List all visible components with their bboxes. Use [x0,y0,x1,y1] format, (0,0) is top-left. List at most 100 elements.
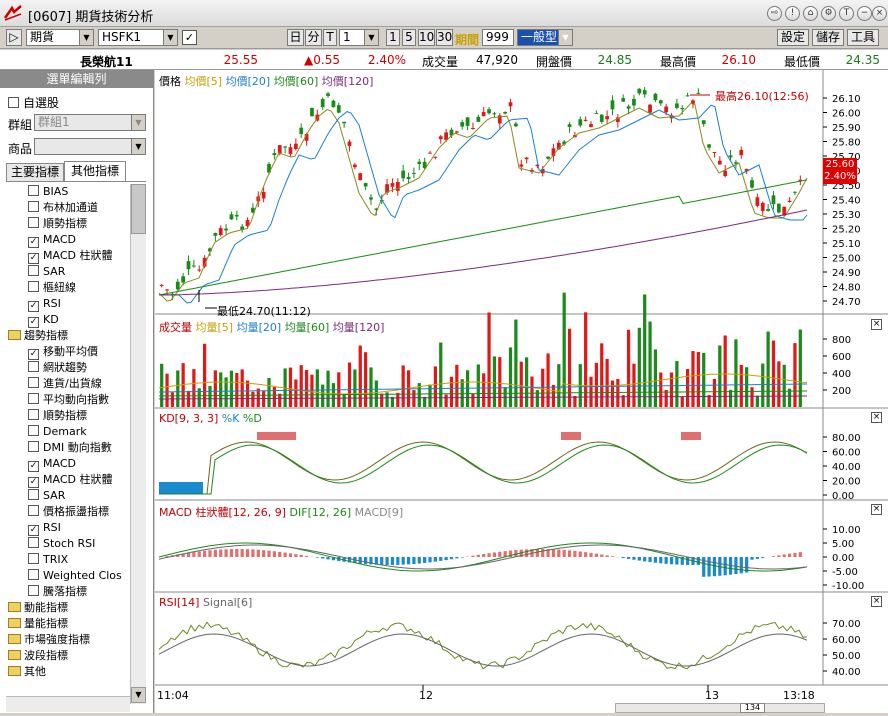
macd-bar [563,550,566,557]
indicator-item[interactable]: Stoch RSI [28,536,95,552]
period-input[interactable]: 999 [482,29,514,46]
close-volume-panel-icon[interactable]: × [871,319,882,330]
volume-bar [241,369,244,407]
macd-bar [568,550,571,557]
period-tick-button[interactable]: T [323,29,337,46]
interval-1-button[interactable]: 1 [386,29,400,46]
checkbox-icon [28,441,39,452]
technical-chart-svg[interactable]: 26.1026.0025.9025.8025.7025.6025.5025.40… [155,70,888,713]
period-minute-button[interactable]: 分 [305,29,322,46]
macd-bar [788,554,791,557]
save-button[interactable]: 儲存 [812,29,844,46]
indicator-item[interactable]: ✓MACD 柱狀體 [28,248,112,264]
candle-body [460,122,464,126]
tree-hscrollbar[interactable] [6,696,130,712]
settings-button[interactable]: 設定 [777,29,809,46]
settings-icon[interactable]: ⚙ [821,6,836,21]
tree-scrollbar[interactable]: ▼ [130,184,146,704]
close-macd-panel-icon[interactable]: × [871,504,882,515]
rsi-tick-label: 50.00 [832,651,861,662]
group-select[interactable]: 群組1▼ [34,114,146,131]
indicator-item[interactable]: 騰落指標 [28,584,87,600]
indicator-item[interactable]: SAR [28,488,65,504]
tree-folder[interactable]: 其他 [8,664,46,680]
minimize-icon[interactable]: − [857,6,872,21]
macd-bar [670,557,673,564]
indicator-item[interactable]: 順勢指標 [28,408,87,424]
macd-bar [654,557,657,563]
price-tick-label: 24.90 [832,268,861,279]
close-icon[interactable]: × [872,6,887,21]
indicator-item[interactable]: DMI 動向指數 [28,440,112,456]
indicator-item[interactable]: 價格振盪指標 [28,504,109,520]
indicator-item[interactable]: 順勢指標 [28,216,87,232]
tree-folder[interactable]: 動能指標 [8,600,68,616]
volume-bar [219,372,222,407]
candle-body [793,192,797,193]
tab-other-indicators[interactable]: 其他指標 [64,161,126,181]
indicator-item[interactable]: 樞紐線 [28,280,76,296]
candle-body [707,144,711,147]
question-icon[interactable]: T [839,6,854,21]
indicator-item[interactable]: 平均動向指數 [28,392,109,408]
indicator-item[interactable]: TRIX [28,552,68,568]
help-icon[interactable]: ! [785,6,800,21]
group-label: 群組 [8,116,32,133]
indicator-item[interactable]: ✓RSI [28,296,61,312]
zoom-value[interactable]: 134 [740,703,765,713]
candle-body [471,128,475,129]
price-tick-label: 25.30 [832,210,861,221]
indicator-item[interactable]: ✓RSI [28,520,61,536]
indicator-item[interactable]: 網狀趨勢 [28,360,87,376]
volume-bar [343,394,346,407]
indicator-item[interactable]: 進貨/出貨線 [28,376,102,392]
interval-5-button[interactable]: 5 [402,29,416,46]
print-icon[interactable]: ⌂ [803,6,818,21]
tree-folder[interactable]: 波段指標 [8,648,68,664]
macd-bar [675,557,678,565]
volume-bar [477,364,480,407]
interval-30-button[interactable]: 30 [436,29,453,46]
indicator-item[interactable]: SAR [28,264,65,280]
symbol-select[interactable]: HSFK1▼ [98,29,178,46]
checkbox-icon: ✓ [28,253,39,264]
product-select[interactable]: ▼ [34,138,146,155]
watchlist-toggle[interactable]: 自選股 [8,94,59,111]
indicator-item[interactable]: ✓KD [28,312,59,328]
volume-bar [455,365,458,407]
play-button[interactable]: ▷ [6,29,22,46]
price-tick-label: 25.00 [832,254,861,265]
macd-bar [192,552,195,557]
interval-10-button[interactable]: 10 [418,29,435,46]
chart-scrollbar[interactable] [615,703,825,713]
product-label: 商品 [8,140,32,157]
indicator-item[interactable]: ✓MACD [28,456,76,472]
volume-bar [348,363,351,407]
indicator-item[interactable]: BIAS [28,184,68,200]
tree-folder-trend[interactable]: 趨勢指標 [8,328,68,344]
indicator-item[interactable]: ✓MACD 柱狀體 [28,472,112,488]
close-kd-panel-icon[interactable]: × [871,412,882,423]
indicator-item[interactable]: Weighted Clos [28,568,122,584]
macd-bar [251,549,254,557]
tree-folder[interactable]: 量能指標 [8,616,68,632]
candle-body [235,215,239,217]
scroll-down-icon[interactable]: ▼ [131,687,146,703]
close-rsi-panel-icon[interactable]: × [871,596,882,607]
indicator-item[interactable]: ✓MACD [28,232,76,248]
indicator-item[interactable]: Demark [28,424,87,440]
count-select[interactable]: 1▼ [339,29,379,46]
macd-bar [198,551,201,557]
indicator-item[interactable]: ✓移動平均價 [28,344,98,360]
mode-select[interactable]: 一般型▼ [517,29,573,46]
tree-folder[interactable]: 市場強度指標 [8,632,90,648]
period-day-button[interactable]: 日 [287,29,304,46]
link-icon[interactable]: ⇨ [767,6,782,21]
tools-button[interactable]: 工具 [847,29,879,46]
tab-main-indicators[interactable]: 主要指標 [6,163,64,181]
scrollbar-thumb[interactable] [131,184,146,234]
indicator-item[interactable]: 布林加通道 [28,200,98,216]
candle-body [278,145,282,153]
toggle-checkbox[interactable]: ✓ [182,30,197,45]
type-select[interactable]: 期貨▼ [26,29,94,46]
